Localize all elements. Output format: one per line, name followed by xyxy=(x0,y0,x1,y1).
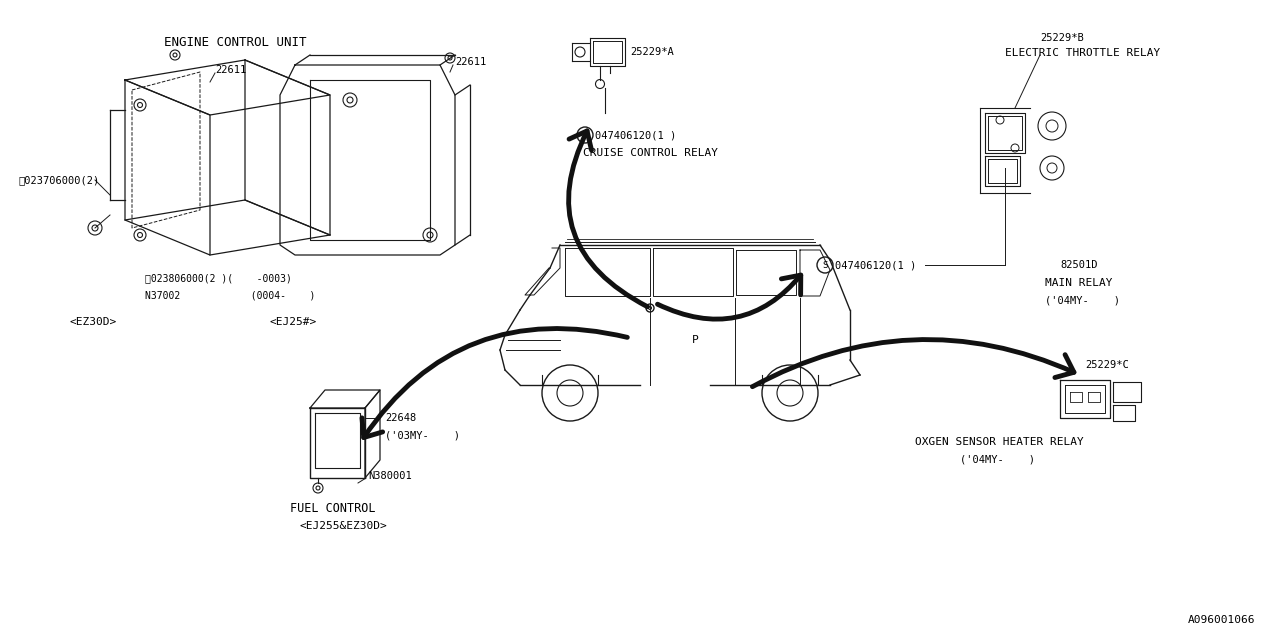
Text: 25229*C: 25229*C xyxy=(1085,360,1129,370)
Text: ELECTRIC THROTTLE RELAY: ELECTRIC THROTTLE RELAY xyxy=(1005,48,1160,58)
Text: 22611: 22611 xyxy=(454,57,486,67)
Text: A096001066: A096001066 xyxy=(1188,615,1254,625)
Text: N37002            (0004-    ): N37002 (0004- ) xyxy=(145,290,315,300)
Text: S: S xyxy=(822,260,828,269)
Text: ENGINE CONTROL UNIT: ENGINE CONTROL UNIT xyxy=(164,35,306,49)
FancyArrowPatch shape xyxy=(568,131,648,307)
Text: <EJ25#>: <EJ25#> xyxy=(270,317,317,327)
Text: S: S xyxy=(582,131,588,140)
Text: ('04MY-    ): ('04MY- ) xyxy=(960,455,1036,465)
Text: 25229*A: 25229*A xyxy=(630,47,673,57)
Text: 82501D: 82501D xyxy=(1060,260,1097,270)
Text: 22611: 22611 xyxy=(215,65,246,75)
Text: ⓝ023706000(2): ⓝ023706000(2) xyxy=(18,175,100,185)
Text: 047406120(1 ): 047406120(1 ) xyxy=(595,130,676,140)
Text: <EJ255&EZ30D>: <EJ255&EZ30D> xyxy=(300,521,388,531)
Text: ('03MY-    ): ('03MY- ) xyxy=(385,430,460,440)
Text: <EZ30D>: <EZ30D> xyxy=(70,317,118,327)
Text: 047406120(1 ): 047406120(1 ) xyxy=(835,260,916,270)
Text: OXGEN SENSOR HEATER RELAY: OXGEN SENSOR HEATER RELAY xyxy=(915,437,1084,447)
FancyArrowPatch shape xyxy=(658,275,801,319)
Text: N380001: N380001 xyxy=(369,471,412,481)
Text: 22648: 22648 xyxy=(385,413,416,423)
FancyArrowPatch shape xyxy=(362,328,627,438)
Text: MAIN RELAY: MAIN RELAY xyxy=(1044,278,1112,288)
Text: 25229*B: 25229*B xyxy=(1039,33,1084,43)
Text: ⓝ023806000(2 )(    -0003): ⓝ023806000(2 )( -0003) xyxy=(145,273,292,283)
Text: P: P xyxy=(691,335,699,345)
FancyArrowPatch shape xyxy=(753,340,1074,387)
Text: CRUISE CONTROL RELAY: CRUISE CONTROL RELAY xyxy=(582,148,718,158)
Text: ('04MY-    ): ('04MY- ) xyxy=(1044,295,1120,305)
Text: FUEL CONTROL: FUEL CONTROL xyxy=(291,502,375,515)
